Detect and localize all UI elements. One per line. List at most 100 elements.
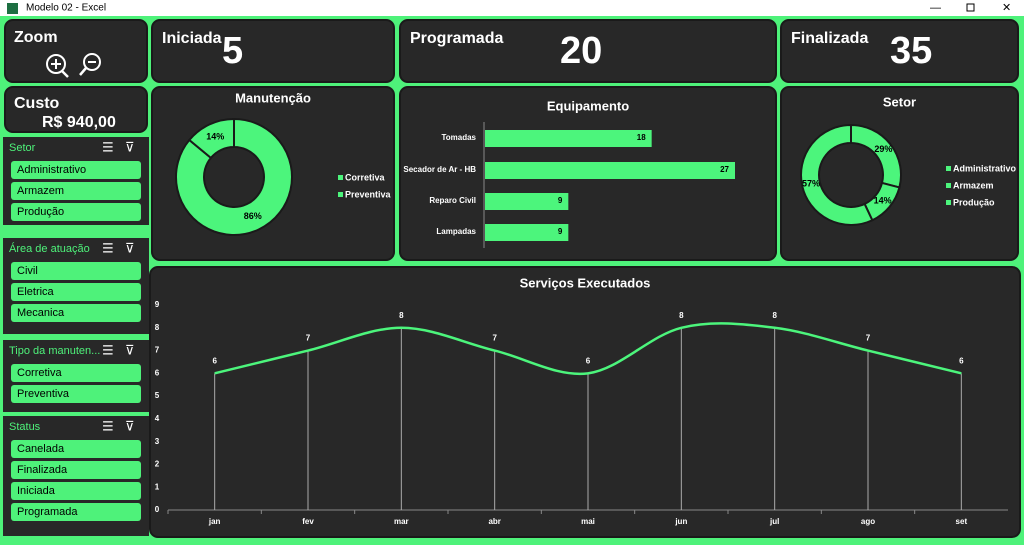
data-label: 8 bbox=[399, 311, 404, 320]
slicer-item[interactable] bbox=[11, 503, 141, 521]
panel bbox=[151, 19, 395, 83]
panel bbox=[149, 266, 1021, 538]
legend-swatch bbox=[946, 183, 951, 188]
category-label: Secador de Ar - HB bbox=[403, 165, 476, 174]
chart-title: Equipamento bbox=[547, 98, 629, 113]
slicer-item-label: Preventiva bbox=[17, 388, 70, 400]
data-label: 9 bbox=[558, 227, 563, 236]
slicer-item[interactable] bbox=[11, 161, 141, 179]
close[interactable]: ✕ bbox=[1002, 2, 1011, 14]
data-label: 18 bbox=[637, 133, 646, 142]
x-tick-label: ago bbox=[861, 517, 875, 526]
y-tick-label: 1 bbox=[155, 482, 160, 491]
data-label: 6 bbox=[586, 356, 591, 365]
data-label: 6 bbox=[959, 356, 964, 365]
slicer-item[interactable] bbox=[11, 482, 141, 500]
multi-select-button[interactable]: ☰ bbox=[102, 342, 114, 357]
category-label: Reparo Civil bbox=[429, 196, 476, 205]
slicer-item[interactable] bbox=[11, 461, 141, 479]
zoom-out[interactable] bbox=[79, 53, 101, 76]
multi-select-button[interactable]: ☰ bbox=[102, 139, 114, 154]
panel bbox=[4, 19, 148, 83]
multi-select-button[interactable]: ☰ bbox=[102, 240, 114, 255]
cost-value: R$ 940,00 bbox=[42, 114, 116, 131]
x-tick-label: abr bbox=[488, 517, 500, 526]
slicer-item[interactable] bbox=[11, 364, 141, 382]
kpi-label: Finalizada bbox=[791, 30, 868, 47]
panel bbox=[780, 19, 1019, 83]
y-tick-label: 2 bbox=[155, 460, 160, 469]
slicer-item[interactable] bbox=[11, 182, 141, 200]
slicer-item-label: Finalizada bbox=[17, 464, 68, 476]
x-tick-label: jan bbox=[208, 517, 221, 526]
zoom-in[interactable] bbox=[46, 54, 69, 78]
bar bbox=[485, 224, 569, 241]
cost-label: Custo bbox=[14, 95, 60, 112]
y-tick-label: 6 bbox=[155, 368, 160, 377]
line-series bbox=[214, 322, 962, 376]
clear-filter-button[interactable]: ⊽ bbox=[125, 240, 135, 255]
data-label: 8 bbox=[772, 311, 777, 320]
y-tick-label: 8 bbox=[155, 323, 160, 332]
kpi-label: Programada bbox=[410, 30, 503, 47]
zoom-label: Zoom bbox=[14, 29, 58, 46]
slicer-item-label: Administrativo bbox=[17, 164, 86, 176]
slicer-item-label: Armazem bbox=[17, 185, 64, 197]
chart-title: Manutenção bbox=[235, 90, 311, 105]
multi-select-button[interactable]: ☰ bbox=[102, 418, 114, 433]
kpi-value: 35 bbox=[890, 30, 932, 72]
slicer-item[interactable] bbox=[11, 385, 141, 403]
excel-icon bbox=[7, 3, 18, 14]
donut-slice bbox=[800, 123, 874, 226]
clear-filter-button[interactable]: ⊽ bbox=[125, 342, 135, 357]
legend-label: Armazem bbox=[953, 180, 994, 190]
legend-label: Corretiva bbox=[345, 172, 386, 182]
slicer-item-label: Mecanica bbox=[17, 307, 65, 319]
data-label: 27 bbox=[720, 165, 729, 174]
x-tick-label: mai bbox=[581, 517, 595, 526]
x-tick-label: set bbox=[956, 517, 968, 526]
slicer-item[interactable] bbox=[11, 304, 141, 322]
x-tick-label: fev bbox=[302, 517, 314, 526]
data-label: 86% bbox=[244, 211, 262, 221]
donut-slice bbox=[187, 117, 235, 160]
legend-label: Administrativo bbox=[953, 163, 1017, 173]
legend-swatch bbox=[338, 192, 343, 197]
donut-slice bbox=[175, 117, 293, 236]
kpi-value: 5 bbox=[222, 30, 243, 72]
slicer-item-label: Canelada bbox=[17, 443, 65, 455]
chart-title: Serviços Executados bbox=[520, 275, 651, 290]
y-tick-label: 3 bbox=[155, 437, 160, 446]
data-label: 29% bbox=[874, 144, 892, 154]
bar bbox=[485, 130, 652, 147]
slicer-item-label: Iniciada bbox=[17, 485, 56, 497]
title-bar bbox=[0, 0, 1024, 16]
slicer-item-label: Programada bbox=[17, 506, 78, 518]
clear-filter-button[interactable]: ⊽ bbox=[125, 418, 135, 433]
slicer-item[interactable] bbox=[11, 283, 141, 301]
slicer-item[interactable] bbox=[11, 440, 141, 458]
restore[interactable] bbox=[966, 3, 975, 12]
slicer-item[interactable] bbox=[11, 262, 141, 280]
legend-label: Preventiva bbox=[345, 189, 392, 199]
data-label: 14% bbox=[874, 196, 892, 206]
kpi-label: Iniciada bbox=[162, 30, 222, 47]
x-tick-label: jul bbox=[769, 517, 779, 526]
slicer-title: Setor bbox=[9, 142, 36, 154]
slicer-item[interactable] bbox=[11, 203, 141, 221]
slicer-title: Status bbox=[9, 421, 41, 433]
window-title: Modelo 02 - Excel bbox=[26, 3, 106, 14]
y-tick-label: 7 bbox=[155, 346, 160, 355]
data-label: 6 bbox=[212, 356, 217, 365]
chart-title: Setor bbox=[883, 94, 916, 109]
x-tick-label: jun bbox=[674, 517, 687, 526]
slicer-item-label: Produção bbox=[17, 206, 64, 218]
data-label: 14% bbox=[206, 132, 224, 142]
clear-filter-button[interactable]: ⊽ bbox=[125, 139, 135, 154]
y-tick-label: 4 bbox=[155, 414, 160, 423]
legend-swatch bbox=[946, 166, 951, 171]
minimize[interactable]: — bbox=[930, 2, 941, 14]
y-tick-label: 0 bbox=[155, 505, 160, 514]
